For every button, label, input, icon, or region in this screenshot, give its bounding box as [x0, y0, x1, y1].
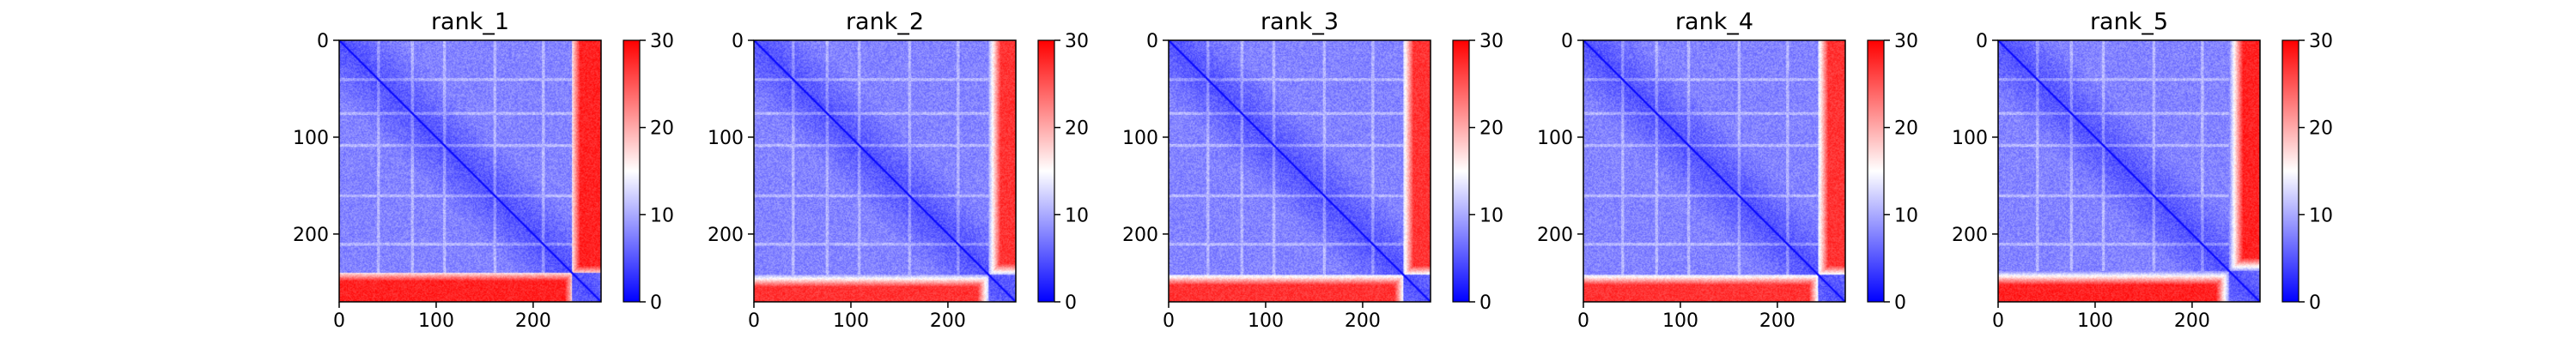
plot-frame [1997, 39, 2261, 303]
y-tick-label: 100 [1537, 128, 1573, 149]
heatmap-panel-4: rank_4 0 100 200 0 100 200 0 10 20 30 [1537, 9, 1918, 332]
x-tick-label: 0 [748, 310, 760, 332]
plot-frame [753, 39, 1017, 303]
y-tick-label: 200 [1537, 225, 1573, 246]
colorbar-tick-label: 0 [2309, 292, 2321, 314]
x-tick-label: 100 [833, 310, 869, 332]
x-tick-label: 100 [418, 310, 454, 332]
y-tick-label: 0 [1976, 31, 1988, 52]
heatmap-image [1169, 40, 1431, 302]
plot-frame [338, 39, 602, 303]
colorbar: 0 10 20 30 [1037, 31, 1089, 314]
colorbar-tick-label: 20 [1894, 118, 1918, 140]
colorbar-tick-label: 30 [1479, 31, 1504, 52]
y-tick-label: 200 [293, 225, 329, 246]
x-tick-label: 0 [1992, 310, 2004, 332]
colorbar: 0 10 20 30 [1867, 31, 1918, 314]
colorbar-tick-label: 20 [650, 118, 674, 140]
plot-frame [1583, 39, 1846, 303]
heatmap-image [339, 40, 601, 302]
colorbar-tick-label: 10 [2309, 205, 2333, 226]
colorbar-gradient [623, 39, 641, 303]
heatmap-panel-5: rank_5 0 100 200 0 100 200 0 10 20 30 [1952, 9, 2333, 332]
colorbar-gradient [2281, 39, 2300, 303]
y-tick-label: 100 [1952, 128, 1988, 149]
colorbar: 0 10 20 30 [2281, 31, 2333, 314]
y-tick-label: 100 [708, 128, 744, 149]
x-tick-label: 200 [2174, 310, 2210, 332]
x-tick-label: 100 [2077, 310, 2113, 332]
colorbar-gradient [1452, 39, 1470, 303]
colorbar-tick-label: 10 [650, 205, 674, 226]
y-tick-label: 200 [708, 225, 744, 246]
y-tick-label: 0 [1146, 31, 1158, 52]
colorbar-tick-label: 20 [1479, 118, 1504, 140]
colorbar-tick-label: 20 [2309, 118, 2333, 140]
colorbar: 0 10 20 30 [1452, 31, 1504, 314]
colorbar-tick-label: 10 [1479, 205, 1504, 226]
chart-title: rank_4 [1675, 9, 1753, 35]
x-tick-label: 200 [1759, 310, 1795, 332]
x-tick-label: 100 [1248, 310, 1284, 332]
plot-frame [1168, 39, 1431, 303]
colorbar-tick-label: 30 [2309, 31, 2333, 52]
heatmap-image [754, 40, 1016, 302]
colorbar-tick-label: 0 [1894, 292, 1906, 314]
heatmap-panel-1: rank_1 0 100 200 0 100 200 0 10 20 30 [293, 9, 674, 332]
heatmap-image [1583, 40, 1845, 302]
chart-title: rank_1 [431, 9, 509, 35]
y-tick-label: 200 [1122, 225, 1158, 246]
colorbar-tick-label: 30 [650, 31, 674, 52]
colorbar-tick-label: 10 [1894, 205, 1918, 226]
x-tick-label: 0 [1163, 310, 1175, 332]
chart-title: rank_5 [2090, 9, 2168, 35]
x-tick-label: 0 [333, 310, 345, 332]
y-tick-label: 100 [1122, 128, 1158, 149]
colorbar-tick-label: 0 [650, 292, 662, 314]
x-tick-label: 100 [1662, 310, 1698, 332]
x-tick-label: 200 [1345, 310, 1381, 332]
y-tick-label: 0 [732, 31, 744, 52]
colorbar-tick-label: 0 [1479, 292, 1492, 314]
colorbar-tick-label: 30 [1894, 31, 1918, 52]
colorbar-tick-label: 0 [1065, 292, 1077, 314]
x-tick-label: 200 [515, 310, 551, 332]
chart-title: rank_2 [846, 9, 924, 35]
colorbar-gradient [1867, 39, 1885, 303]
heatmap-panel-3: rank_3 0 100 200 0 100 200 0 10 20 30 [1122, 9, 1504, 332]
colorbar-tick-label: 30 [1065, 31, 1089, 52]
colorbar-tick-label: 20 [1065, 118, 1089, 140]
colorbar-gradient [1037, 39, 1055, 303]
heatmap-image [1998, 40, 2260, 302]
colorbar-tick-label: 10 [1065, 205, 1089, 226]
y-tick-label: 0 [317, 31, 329, 52]
chart-title: rank_3 [1261, 9, 1339, 35]
heatmap-panel-2: rank_2 0 100 200 0 100 200 0 10 20 30 [708, 9, 1089, 332]
y-tick-label: 200 [1952, 225, 1988, 246]
x-tick-label: 200 [930, 310, 966, 332]
y-tick-label: 100 [293, 128, 329, 149]
colorbar: 0 10 20 30 [623, 31, 674, 314]
x-tick-label: 0 [1577, 310, 1589, 332]
y-tick-label: 0 [1561, 31, 1573, 52]
